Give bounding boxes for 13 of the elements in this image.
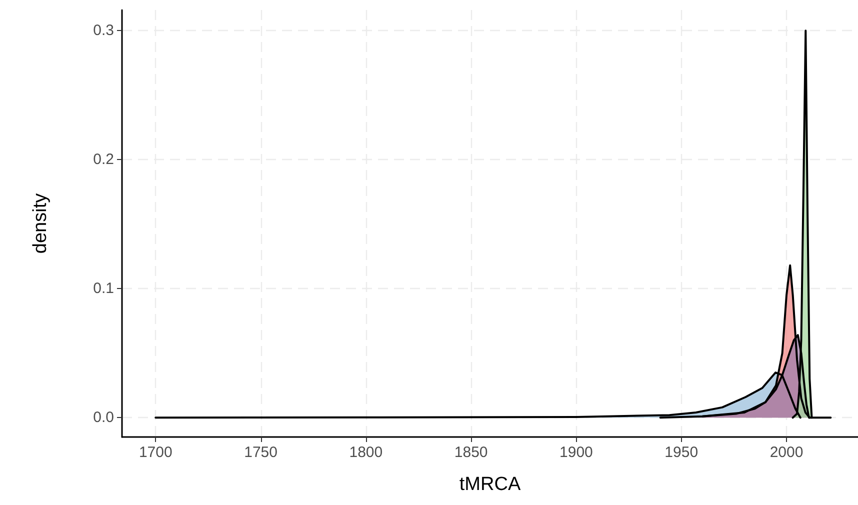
y-tick-label: 0.3 (93, 22, 114, 40)
x-tick-label: 1700 (138, 444, 172, 461)
y-axis-title: density (30, 192, 51, 254)
x-tick-label: 1850 (454, 444, 488, 461)
x-tick-label: 1900 (560, 444, 593, 461)
x-tick-label: 1950 (664, 444, 698, 461)
x-tick-label: 2000 (770, 444, 804, 461)
y-tick-label: 0.0 (93, 409, 114, 426)
x-tick-label: 1800 (349, 444, 383, 461)
y-tick-label: 0.1 (93, 280, 114, 298)
x-tick-label: 1750 (244, 444, 278, 461)
y-tick-label: 0.2 (93, 151, 114, 168)
x-axis-title: tMRCA (459, 474, 521, 495)
